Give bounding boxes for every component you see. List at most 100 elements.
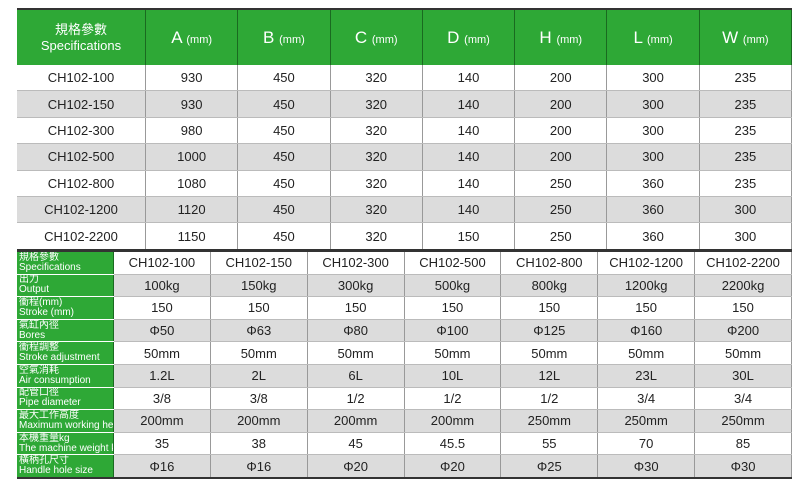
cell: CH102-2200	[694, 251, 792, 275]
cell: 3/4	[597, 387, 696, 411]
label-zh: 本機重量kg	[19, 432, 70, 444]
cell: 450	[237, 65, 331, 92]
cell: CH102-300	[307, 251, 405, 275]
cell: 250mm	[694, 409, 792, 433]
model-cell: CH102-100	[17, 65, 146, 92]
cell: 320	[330, 170, 423, 197]
cell: 1/2	[500, 387, 599, 411]
cell: CH102-1200	[597, 251, 696, 275]
column-letter: L	[633, 27, 643, 47]
cell: 140	[422, 143, 516, 171]
cell: 150	[500, 296, 599, 320]
column-letter: W	[722, 27, 739, 47]
cell: Φ63	[210, 319, 308, 343]
column-header: C (mm)	[330, 8, 423, 65]
label-zh: 配管口徑	[19, 387, 59, 399]
cell: 320	[330, 65, 423, 92]
table-row: CH102-1200 1120 450 320 140 250 360 300	[17, 196, 793, 224]
row-label: 規格參數 Specifications	[17, 251, 114, 275]
model-cell: CH102-2200	[17, 222, 146, 251]
dimensions-table: 規格參數 Specifications A (mm) B (mm) C (mm) D (…	[17, 8, 793, 251]
cell: CH102-500	[404, 251, 502, 275]
cell: 300kg	[307, 274, 405, 298]
cell: 980	[145, 117, 239, 145]
cell: 150	[597, 296, 696, 320]
cell: 140	[422, 117, 516, 145]
cell: 450	[237, 117, 331, 145]
cell: 300	[606, 90, 700, 118]
row-label: 衝程調整 Stroke adjustment	[17, 341, 114, 365]
cell: 450	[237, 143, 331, 171]
cell: 930	[145, 65, 239, 92]
cell: 50mm	[404, 341, 502, 365]
cell: 450	[237, 90, 331, 118]
table-row: CH102-500 1000 450 320 140 200 300 235	[17, 143, 793, 171]
cell: 200mm	[307, 409, 405, 433]
cell: 150	[210, 296, 308, 320]
cell: 140	[422, 90, 516, 118]
column-letter: A	[171, 27, 182, 47]
cell: Φ25	[500, 454, 599, 479]
cell: 235	[699, 170, 793, 197]
cell: 50mm	[597, 341, 696, 365]
cell: 360	[606, 196, 700, 224]
model-cell: CH102-800	[17, 170, 146, 197]
column-unit: (mm)	[556, 33, 583, 46]
cell: 200	[514, 65, 608, 92]
model-cell: CH102-1200	[17, 196, 146, 224]
label-zh: 衝程(mm)	[19, 296, 63, 308]
cell: 200	[514, 90, 608, 118]
cell: 85	[694, 432, 792, 456]
cell: 2200kg	[694, 274, 792, 298]
cell: 100kg	[113, 274, 211, 298]
column-letter: B	[263, 27, 275, 47]
row-label: 衝程(mm) Stroke (mm)	[17, 296, 114, 320]
cell: 50mm	[113, 341, 211, 365]
column-header: D (mm)	[422, 8, 516, 65]
label-zh: 橫柄孔尺寸	[19, 455, 69, 467]
row-label: 氣缸內徑 Bores	[17, 319, 114, 343]
cell: 1200kg	[597, 274, 696, 298]
cell: 50mm	[500, 341, 599, 365]
column-letter: H	[539, 27, 552, 47]
cell: 150	[113, 296, 211, 320]
cell: 200	[514, 117, 608, 145]
cell: 1/2	[307, 387, 405, 411]
cell: 140	[422, 196, 516, 224]
cell: 35	[113, 432, 211, 456]
cell: 300	[699, 196, 793, 224]
cell: 300	[606, 143, 700, 171]
table-row: 出力 Output 100kg 150kg 300kg 500kg 800kg 1200kg 2…	[17, 274, 792, 298]
cell: 320	[330, 117, 423, 145]
column-unit: (mm)	[742, 33, 769, 46]
cell: 70	[597, 432, 696, 456]
model-cell: CH102-300	[17, 117, 146, 145]
row-label: 配管口徑 Pipe diameter	[17, 387, 114, 411]
cell: Φ50	[113, 319, 211, 343]
column-unit: (mm)	[464, 33, 490, 46]
cell: 3/8	[210, 387, 308, 411]
label-en: Handle hole size	[19, 465, 93, 477]
column-header: A (mm)	[145, 8, 239, 65]
label-zh: 規格參數	[19, 251, 59, 263]
column-header: L (mm)	[606, 8, 700, 65]
cell: 150	[422, 222, 516, 251]
cell: 250mm	[500, 409, 599, 433]
cell: 1.2L	[113, 364, 211, 388]
table-row: CH102-100 930 450 320 140 200 300 235	[17, 65, 793, 92]
cell: 500kg	[404, 274, 502, 298]
model-cell: CH102-150	[17, 90, 146, 118]
cell: CH102-100	[113, 251, 211, 275]
cell: 450	[237, 196, 331, 224]
cell: 360	[606, 170, 700, 197]
label-zh: 衝程調整	[19, 342, 59, 354]
label-en: Output	[19, 284, 50, 296]
column-unit: (mm)	[186, 33, 213, 46]
cell: 1000	[145, 143, 239, 171]
table-row: CH102-150 930 450 320 140 200 300 235	[17, 90, 793, 118]
label-en: Air consumption	[19, 374, 91, 386]
spec-header: 規格參數 Specifications	[17, 8, 146, 65]
label-zh: 最大工作高度	[19, 409, 79, 421]
